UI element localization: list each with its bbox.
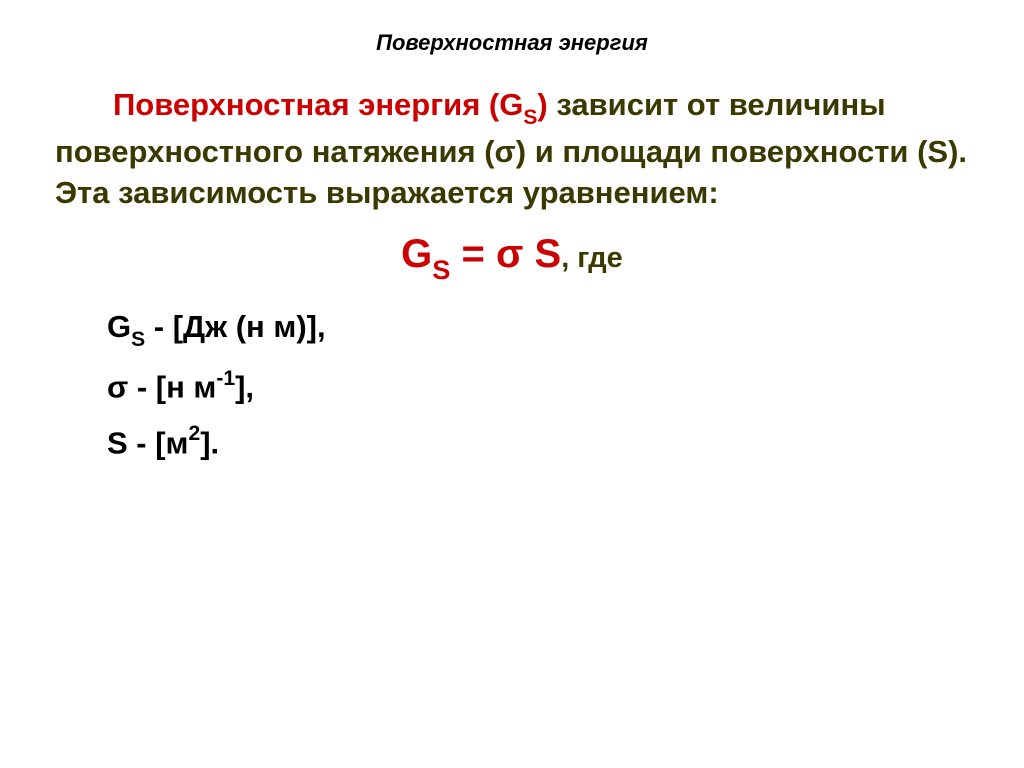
equation-formula: GS = σ S xyxy=(401,232,561,276)
equation: GS = σ S, где xyxy=(55,232,969,283)
equation-where: , где xyxy=(561,242,623,274)
slide-title: Поверхностная энергия xyxy=(55,30,969,56)
definition-sigma: σ - [н м-1], xyxy=(107,366,969,408)
definition-gs: GS - [Дж (н м)], xyxy=(107,307,969,352)
intro-paragraph: Поверхностная энергия (GS) зависит от ве… xyxy=(55,84,969,214)
definition-s: S - [м2]. xyxy=(107,422,969,464)
term-surface-energy: Поверхностная энергия (GS) xyxy=(113,87,548,122)
